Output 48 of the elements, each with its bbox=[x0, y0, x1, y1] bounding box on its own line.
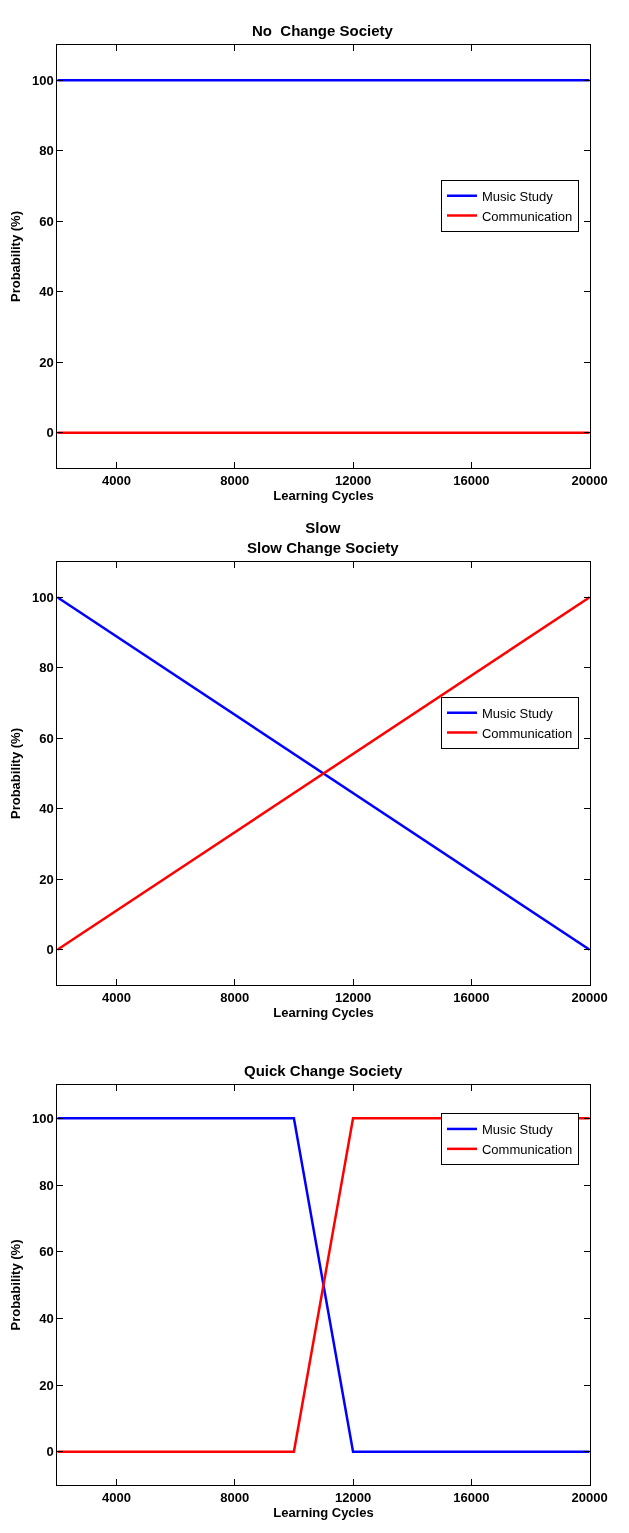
chart-title: No Change Society bbox=[252, 22, 394, 39]
x-tick-label: 16000 bbox=[453, 1489, 490, 1505]
x-tick-label: 16000 bbox=[453, 989, 490, 1005]
y-tick-label: 60 bbox=[39, 730, 54, 746]
legend-label: Music Study bbox=[481, 188, 554, 204]
x-tick-label: 12000 bbox=[334, 1489, 372, 1505]
y-tick-label: 60 bbox=[39, 1244, 54, 1260]
y-tick-label: 0 bbox=[46, 1444, 54, 1460]
x-tick-label: 4000 bbox=[102, 989, 131, 1005]
y-tick-label: 20 bbox=[39, 1377, 54, 1393]
x-tick-label: 8000 bbox=[220, 472, 250, 488]
y-tick-label: 0 bbox=[46, 425, 54, 441]
x-tick-label: 20000 bbox=[571, 989, 608, 1005]
y-tick-label: 80 bbox=[39, 660, 54, 676]
y-tick-label: 40 bbox=[39, 1310, 54, 1326]
legend-label: Communication bbox=[481, 1141, 573, 1157]
x-tick-label: 4000 bbox=[102, 472, 131, 488]
x-tick-label: 20000 bbox=[571, 1489, 608, 1505]
legend-label: Music Study bbox=[481, 705, 554, 721]
legend-label: Communication bbox=[481, 208, 573, 224]
y-tick-label: 40 bbox=[39, 801, 54, 817]
y-tick-label: 40 bbox=[39, 284, 54, 300]
y-tick-label: 100 bbox=[32, 589, 54, 605]
legend-label: Music Study bbox=[481, 1122, 554, 1138]
x-tick-label: 8000 bbox=[220, 989, 250, 1005]
x-axis-title: Learning Cycles bbox=[273, 487, 374, 503]
y-axis-title: Probability (%) bbox=[7, 210, 23, 303]
y-tick-label: 20 bbox=[39, 354, 54, 370]
y-tick-label: 100 bbox=[32, 1110, 54, 1126]
y-tick-label: 100 bbox=[32, 72, 54, 88]
y-axis-title: Probability (%) bbox=[7, 727, 23, 820]
y-tick-label: 0 bbox=[46, 942, 54, 958]
chart-title: Slow Slow Change Society bbox=[247, 519, 400, 556]
y-axis-title: Probability (%) bbox=[7, 1239, 23, 1331]
x-tick-label: 12000 bbox=[334, 989, 372, 1005]
x-tick-label: 12000 bbox=[334, 472, 372, 488]
legend-label: Communication bbox=[481, 725, 573, 741]
x-axis-title: Learning Cycles bbox=[273, 1504, 374, 1520]
x-tick-label: 4000 bbox=[102, 1489, 131, 1505]
y-tick-label: 80 bbox=[39, 143, 54, 159]
x-tick-label: 16000 bbox=[453, 472, 490, 488]
x-tick-label: 20000 bbox=[571, 472, 608, 488]
y-tick-label: 80 bbox=[39, 1177, 54, 1193]
y-tick-label: 20 bbox=[39, 871, 54, 887]
y-tick-label: 60 bbox=[39, 213, 54, 229]
x-tick-label: 8000 bbox=[220, 1489, 250, 1505]
x-axis-title: Learning Cycles bbox=[273, 1004, 374, 1020]
chart-title: Quick Change Society bbox=[244, 1062, 404, 1079]
